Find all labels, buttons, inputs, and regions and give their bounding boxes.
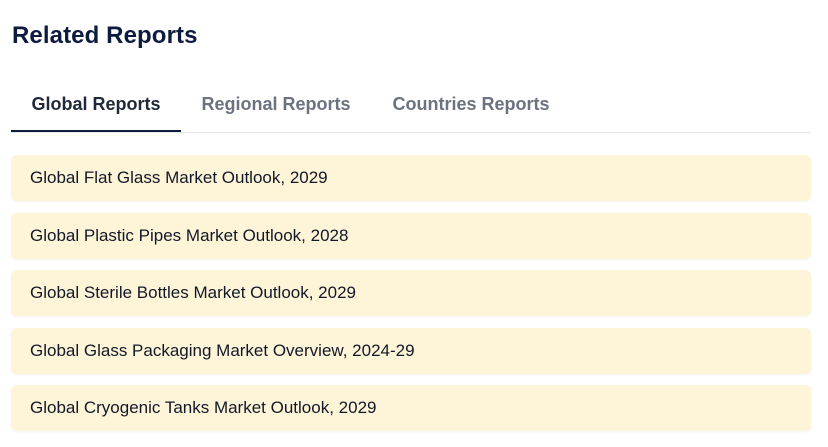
report-link-glass-packaging[interactable]: Global Glass Packaging Market Overview, …	[11, 327, 811, 374]
report-tabs: Global Reports Regional Reports Countrie…	[11, 78, 811, 133]
section-title: Related Reports	[12, 22, 198, 49]
tab-global-reports[interactable]: Global Reports	[11, 78, 181, 132]
report-link-plastic-pipes[interactable]: Global Plastic Pipes Market Outlook, 202…	[11, 212, 811, 259]
tab-regional-reports[interactable]: Regional Reports	[201, 94, 351, 114]
report-link-cryogenic-tanks[interactable]: Global Cryogenic Tanks Market Outlook, 2…	[11, 385, 811, 431]
tab-countries-reports[interactable]: Countries Reports	[392, 94, 550, 114]
report-link-flat-glass[interactable]: Global Flat Glass Market Outlook, 2029	[11, 155, 811, 201]
report-link-sterile-bottles[interactable]: Global Sterile Bottles Market Outlook, 2…	[11, 270, 811, 316]
report-list: Global Flat Glass Market Outlook, 2029 G…	[11, 155, 811, 443]
